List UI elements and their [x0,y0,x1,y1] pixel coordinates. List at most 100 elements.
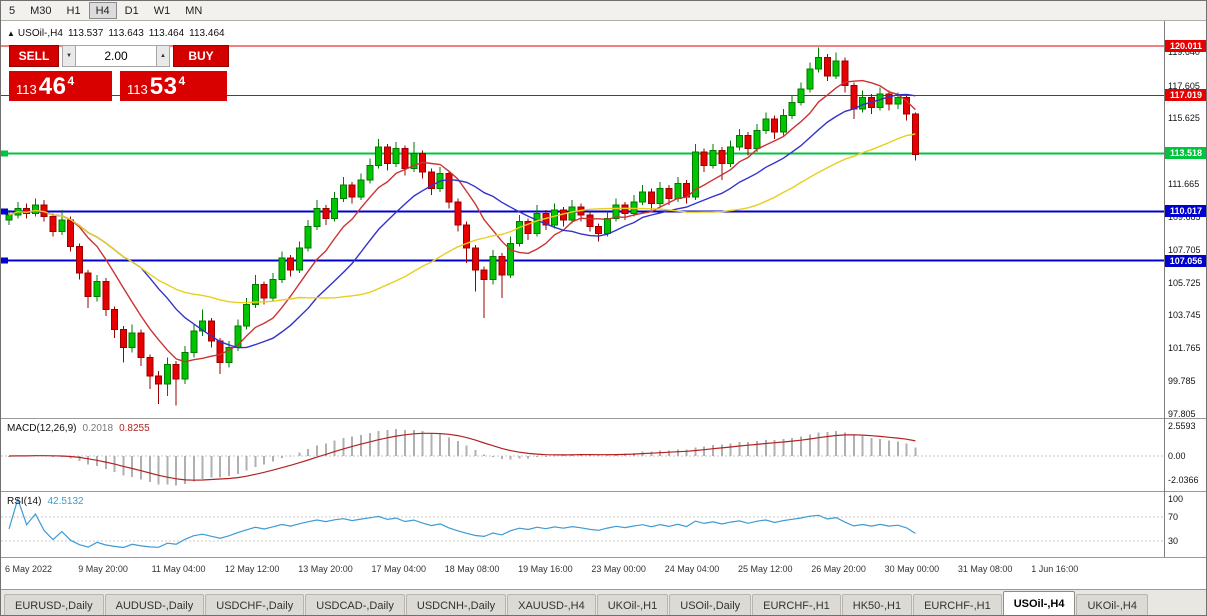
time-axis-label: 25 May 12:00 [738,564,793,574]
price-line-tag-117.019[interactable]: 117.019 [1165,89,1206,102]
price-chart-pane[interactable]: ▲ USOil-,H4 113.537 113.643 113.464 113.464 S… [1,21,1206,419]
chart-tab-usdcnh-daily[interactable]: USDCNH-,Daily [405,594,507,615]
time-axis-label: 17 May 04:00 [371,564,427,574]
chart-tab-usdchf-daily[interactable]: USDCHF-,Daily [205,594,305,615]
rsi-indicator-pane[interactable]: RSI(14) 42.5132 100 70 30 [1,491,1206,557]
chart-tab-eurchf-h1[interactable]: EURCHF-,H1 [752,594,841,615]
chart-tab-usoil-daily[interactable]: USOil-,Daily [669,594,752,615]
timeframe-button-h4[interactable]: H4 [88,2,117,19]
price-axis-label: 115.625 [1168,113,1200,124]
time-axis-label: 30 May 00:00 [884,564,940,574]
moving-average-8 [8,79,916,363]
rsi-value: 42.5132 [47,496,84,507]
time-axis-label: 12 May 12:00 [224,564,280,574]
price-line-tag-110.017[interactable]: 110.017 [1165,205,1206,218]
timeframe-button-w1[interactable]: W1 [147,2,178,19]
macd-histogram [8,429,917,486]
moving-average-34 [8,133,916,304]
chart-tab-usoil-h4[interactable]: USOil-,H4 [1002,591,1076,615]
timeframe-button-mn[interactable]: MN [178,2,209,19]
price-axis-label: 117.605 [1168,80,1200,91]
chart-tab-ukoil-h1[interactable]: UKOil-,H1 [596,594,669,615]
chart-tab-audusd-daily[interactable]: AUDUSD-,Daily [104,594,205,615]
macd-axis-label: 2.5593 [1168,421,1196,431]
ask-big-digits: 53 [149,73,178,100]
macd-name: MACD(12,26,9) [7,423,77,434]
price-axis-label: 105.725 [1168,277,1201,288]
time-axis-label: 6 May 2022 [5,564,53,574]
moving-average-16 [8,93,916,349]
candlesticks [5,47,919,406]
volume-increase-button[interactable]: ▲ [156,45,170,67]
volume-decrease-button[interactable]: ▼ [62,45,76,67]
ask-prefix: 113 [127,82,148,97]
ohlc-open: 113.537 [67,28,104,39]
timeframe-button-m30[interactable]: M30 [23,2,58,19]
rsi-name: RSI(14) [7,496,42,507]
price-line-tag-107.056[interactable]: 107.056 [1165,254,1206,267]
buy-price-display[interactable]: 113 53 4 [120,71,227,101]
timeframe-button-d1[interactable]: D1 [118,2,146,19]
chart-tab-hk50-h1[interactable]: HK50-,H1 [841,594,913,615]
bid-prefix: 113 [16,82,37,97]
bar-direction-icon: ▲ [7,29,15,38]
chart-symbol-period: USOil-,H4 [17,28,63,39]
macd-main-value: 0.2018 [82,423,114,434]
one-click-trading-panel: SELL ▼ 2.00 ▲ BUY 113 46 4 113 53 4 [9,45,229,101]
chart-tab-usdcad-daily[interactable]: USDCAD-,Daily [305,594,405,615]
rsi-axis-label: 100 [1168,494,1184,504]
time-axis-label: 23 May 00:00 [591,564,646,574]
timeframe-button-5[interactable]: 5 [2,2,22,19]
rsi-canvas [1,497,1164,549]
buy-button[interactable]: BUY [173,45,229,67]
rsi-line [8,497,916,549]
macd-signal-value: 0.8255 [119,423,150,434]
chart-tab-eurusd-daily[interactable]: EURUSD-,Daily [4,594,104,615]
macd-axis-label: 0.00 [1168,451,1186,461]
price-axis-label: 101.765 [1168,343,1201,354]
time-axis-label: 31 May 08:00 [957,564,1013,574]
macd-signal-line [8,432,916,481]
macd-axis-label: -2.0366 [1168,474,1199,485]
price-axis-separator [1164,21,1165,557]
spin-down-icon: ▼ [66,53,72,59]
bid-pip-digit: 4 [67,74,75,88]
price-line-tag-120.011[interactable]: 120.011 [1165,39,1206,52]
time-axis: 6 May 2022 9 May 20:00 11 May 04:00 12 May … [1,557,1206,589]
bid-big-digits: 46 [38,73,67,100]
price-chart-canvas [1,45,1164,406]
chart-tab-eurchf-h1[interactable]: EURCHF-,H1 [913,594,1002,615]
volume-input[interactable]: 2.00 [76,45,156,67]
price-line-handle [1,150,8,157]
chart-tab-xauusd-h4[interactable]: XAUUSD-,H4 [507,594,596,615]
price-axis-label: 97.805 [1168,408,1196,419]
price-line-handle [1,257,8,264]
trade-prices-row: 113 46 4 113 53 4 [9,71,229,101]
price-line-tag-113.518[interactable]: 113.518 [1165,147,1206,160]
rsi-axis-label: 30 [1168,536,1179,546]
time-axis-label: 11 May 04:00 [151,564,206,574]
ohlc-high: 113.643 [108,28,144,39]
chart-tab-ukoil-h4[interactable]: UKOil-,H4 [1076,594,1148,615]
ohlc-low: 113.464 [148,28,185,39]
price-axis-label: 103.745 [1168,310,1201,321]
time-axis-label: 9 May 20:00 [78,564,128,574]
trade-buttons-row: SELL ▼ 2.00 ▲ BUY [9,45,229,67]
time-axis-label: 24 May 04:00 [664,564,720,574]
price-axis-label: 111.665 [1168,179,1200,190]
rsi-axis-label: 70 [1168,512,1179,522]
price-line-handle [1,208,8,215]
time-axis-label: 1 Jun 16:00 [1031,564,1079,574]
macd-title: MACD(12,26,9) 0.2018 0.8255 [7,423,156,434]
sell-button[interactable]: SELL [9,45,59,67]
time-axis-label: 13 May 20:00 [298,564,353,574]
price-axis-label: 119.640 [1168,46,1200,57]
macd-canvas [1,429,1164,486]
macd-indicator-pane[interactable]: MACD(12,26,9) 0.2018 0.8255 2.5593 0.00 -2.0… [1,418,1206,491]
timeframe-button-h1[interactable]: H1 [60,2,88,19]
chart-ohlc-title: ▲ USOil-,H4 113.537 113.643 113.464 113.464 [7,28,230,39]
time-axis-label: 26 May 20:00 [811,564,866,574]
chart-tabs-bar: EURUSD-,Daily AUDUSD-,Daily USDCHF-,Daily U… [1,589,1206,615]
sell-price-display[interactable]: 113 46 4 [9,71,112,101]
